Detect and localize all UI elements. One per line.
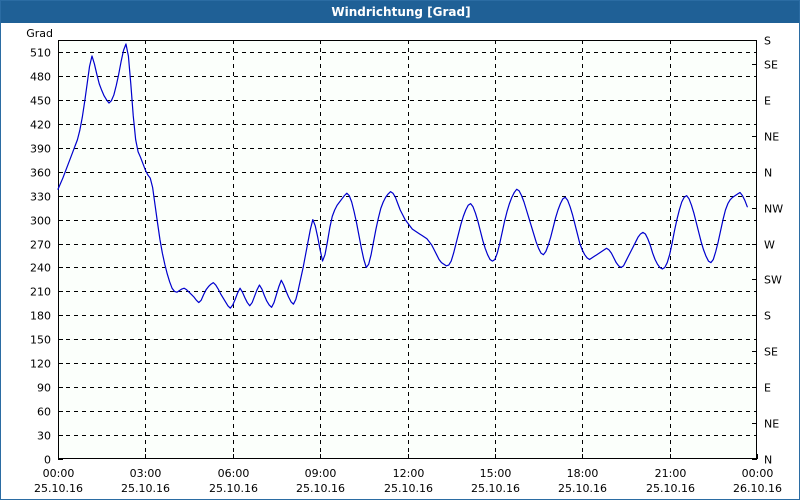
x-tick-date: 25.10.16: [646, 482, 695, 495]
plot-border: [58, 40, 757, 459]
page-title: Windrichtung [Grad]: [331, 5, 471, 19]
x-tick-date: 25.10.16: [558, 482, 607, 495]
x-tick-label: 00:00: [742, 467, 774, 480]
y2-axis-labels: N NE E SE S SW W NW N NE E SE S: [764, 35, 783, 467]
y-tick-label: 420: [30, 119, 51, 132]
y-tick-label: 510: [30, 47, 51, 60]
y-tick-label: 450: [30, 95, 51, 108]
y-tick-label: 390: [30, 143, 51, 156]
x-tick-date: 25.10.16: [471, 482, 520, 495]
x-tick-label: 18:00: [567, 467, 599, 480]
x-tick-date: 25.10.16: [384, 482, 433, 495]
y-tick-label: 240: [30, 262, 51, 275]
y-tick-label: 150: [30, 334, 51, 347]
x-tick-label: 09:00: [305, 467, 337, 480]
y-tick-label: 120: [30, 358, 51, 371]
y2-tick-label: NE: [764, 418, 779, 431]
x-tick-label: 00:00: [43, 467, 75, 480]
plot-background: [58, 40, 757, 459]
x-tick-date: 25.10.16: [121, 482, 170, 495]
y-tick-label: 270: [30, 239, 51, 252]
chart-canvas: 0 30 60 90 120 150 180 210 240 270 300 330 360 390 420…: [1, 23, 799, 499]
y-tick-label: 180: [30, 310, 51, 323]
x-tick-label: 21:00: [655, 467, 687, 480]
y-tick-label: 210: [30, 286, 51, 299]
y2-tick-label: N: [764, 454, 772, 467]
y-tick-label: 330: [30, 191, 51, 204]
x-tick-label: 15:00: [480, 467, 512, 480]
y2-tick-label: E: [764, 95, 771, 108]
y-tick-label: 300: [30, 215, 51, 228]
x-tick-label: 06:00: [218, 467, 250, 480]
y2-tick-label: NW: [764, 203, 783, 216]
x-tick-date: 25.10.16: [34, 482, 83, 495]
x-tick-label: 12:00: [393, 467, 425, 480]
window-titlebar: Windrichtung [Grad]: [1, 1, 799, 23]
windrichtung-line-chart: 0 30 60 90 120 150 180 210 240 270 300 330 360 390 420…: [26, 27, 783, 495]
y-axis-unit-label: Grad: [26, 27, 53, 40]
x-tick-date: 26.10.16: [733, 482, 782, 495]
y2-tick-label: N: [764, 167, 772, 180]
data-series-windrichtung: [57, 43, 748, 309]
y-tick-label: 360: [30, 167, 51, 180]
y2-tick-label: SE: [764, 59, 778, 72]
y-tick-label: 30: [37, 430, 51, 443]
x-tick-date: 25.10.16: [209, 482, 258, 495]
y-tick-label: 480: [30, 71, 51, 84]
y2-tick-label: W: [764, 239, 775, 252]
y2-tick-label: SW: [764, 274, 782, 287]
y2-tick-label: S: [764, 35, 771, 48]
y2-tick-label: NE: [764, 131, 779, 144]
y-tick-label: 0: [44, 454, 51, 467]
y-tick-label: 60: [37, 406, 51, 419]
y2-tick-label: SE: [764, 346, 778, 359]
x-tick-date: 25.10.16: [296, 482, 345, 495]
x-tick-label: 03:00: [130, 467, 162, 480]
x-axis-labels: 00:00 25.10.16 03:00 25.10.16 06:00 25.10.16 0…: [34, 467, 782, 495]
plot-frame: [58, 40, 757, 459]
y2-tick-label: S: [764, 310, 771, 323]
y-axis-labels: 0 30 60 90 120 150 180 210 240 270 300 330 360 390 420…: [30, 47, 51, 467]
y2-tick-label: E: [764, 382, 771, 395]
y-tick-label: 90: [37, 382, 51, 395]
